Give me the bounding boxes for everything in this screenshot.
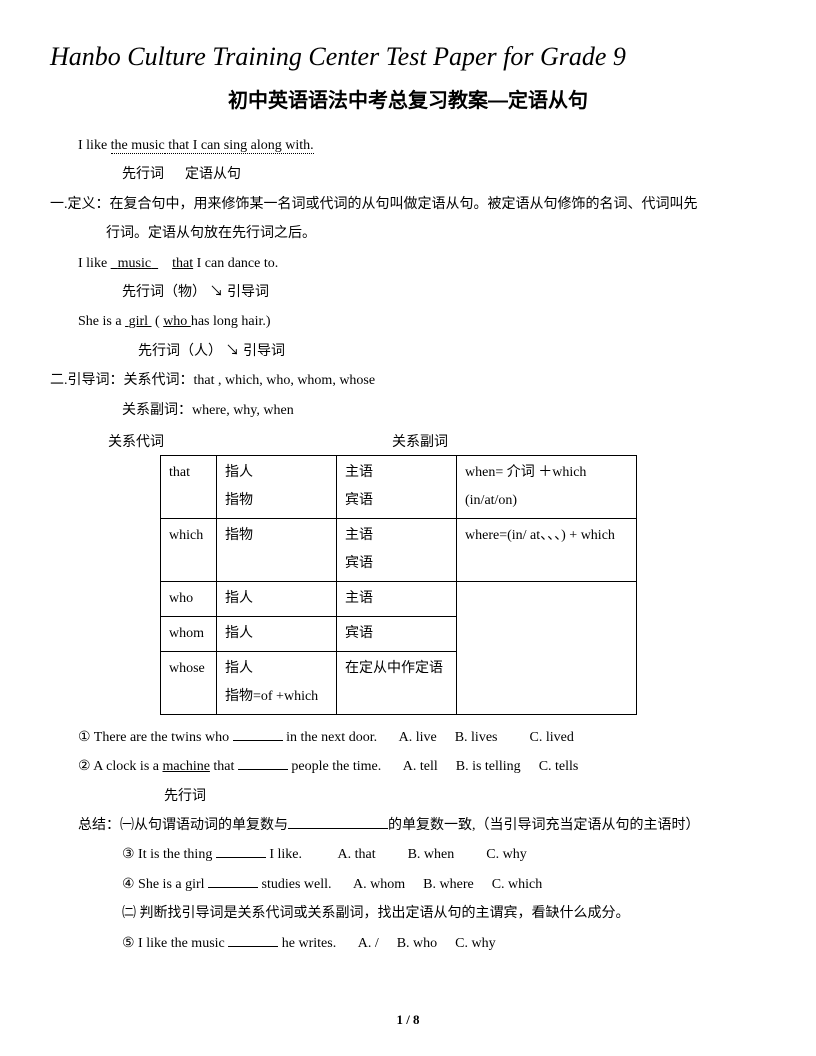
- section-2-heading: 二.引导词：关系代词：that , which, who, whom, whos…: [50, 366, 766, 395]
- example-a: I like music that I can dance to.: [50, 249, 766, 278]
- section-2-sub: 关系副词：where, why, when: [50, 396, 766, 425]
- question-2: ② A clock is a machine that people the t…: [50, 752, 766, 781]
- relative-pronoun-table: that 指人指物 主语宾语 when= 介词 ＋which (in/at/on…: [160, 455, 637, 715]
- example-b-label: 先行词（人） ↘ 引导词: [50, 337, 766, 366]
- table-row: who 指人 主语: [161, 581, 637, 616]
- example-b: She is a girl ( who has long hair.): [50, 307, 766, 336]
- question-1: ① There are the twins who in the next do…: [50, 723, 766, 752]
- section-1-heading-cont: 行词。定语从句放在先行词之后。: [50, 219, 766, 248]
- question-5: ⑤ I like the music he writes. A. /B. who…: [50, 929, 766, 958]
- example-sentence-1: I like the music that I can sing along w…: [50, 131, 766, 160]
- section-1-heading: 一.定义：在复合句中，用来修饰某一名词或代词的从句叫做定语从句。被定语从句修饰的…: [50, 190, 766, 219]
- table-headers: 关系代词 关系副词: [50, 431, 766, 451]
- question-2-label: 先行词: [50, 782, 766, 811]
- table-row: which 指物 主语宾语 where=(in/ at、、、) + which: [161, 518, 637, 581]
- page-header: Hanbo Culture Training Center Test Paper…: [50, 42, 766, 72]
- main-title: 初中英语语法中考总复习教案—定语从句: [50, 84, 766, 113]
- note-2: ㈡ 判断找引导词是关系代词或关系副词，找出定语从句的主谓宾，看缺什么成分。: [50, 899, 766, 928]
- example-a-label: 先行词（物） ↘ 引导词: [50, 278, 766, 307]
- table-row: that 指人指物 主语宾语 when= 介词 ＋which (in/at/on…: [161, 455, 637, 518]
- example-labels-1: 先行词 定语从句: [50, 160, 766, 189]
- summary-1: 总结：㈠从句谓语动词的单复数与的单复数一致,（当引导词充当定语从句的主语时）: [50, 811, 766, 840]
- question-3: ③ It is the thing I like. A. thatB. when…: [50, 840, 766, 869]
- question-4: ④ She is a girl studies well. A. whomB. …: [50, 870, 766, 899]
- page-number: 1 / 8: [0, 1012, 816, 1028]
